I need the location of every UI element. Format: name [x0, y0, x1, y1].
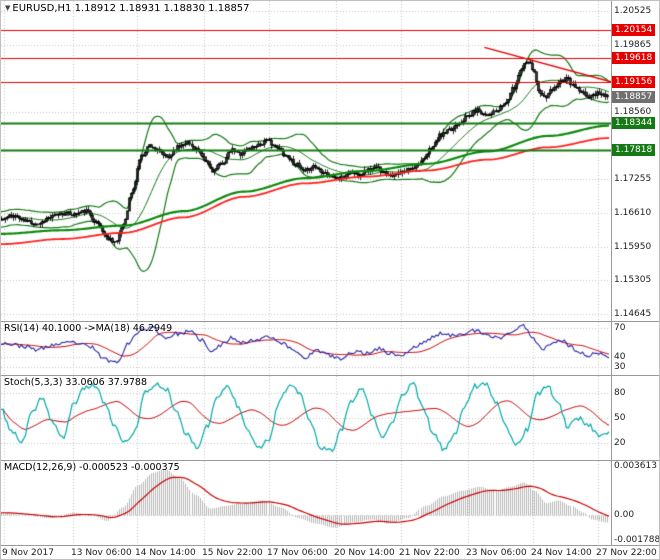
price-axis-tick: 1.18560 — [614, 107, 652, 117]
macd-axis-tick: 0.003613 — [614, 461, 657, 471]
stochastic-axis-tick: 80 — [614, 388, 626, 398]
stochastic-axis-tick: 20 — [614, 438, 626, 448]
current-price-badge: 1.18857 — [612, 91, 656, 103]
price-level-badge: 1.17818 — [612, 144, 656, 156]
x-axis-label: 13 Nov 06:00 — [71, 548, 132, 558]
price-axis-tick: 1.15950 — [614, 242, 652, 252]
x-axis-label: 20 Nov 14:00 — [334, 548, 395, 558]
chart-title: ▼ EURUSD,H1 1.18912 1.18931 1.18830 1.188… — [5, 3, 250, 14]
x-axis-label: 15 Nov 22:00 — [202, 548, 263, 558]
price-axis-tick: 1.20525 — [614, 6, 652, 16]
rsi-title: RSI(14) 40.1000 ->MA(18) 46.2949 — [4, 323, 173, 334]
price-level-badge: 1.18344 — [612, 117, 656, 129]
price-axis-tick: 1.15305 — [614, 275, 652, 285]
rsi-chart-canvas[interactable] — [1, 322, 611, 375]
macd-axis-tick: 0.00 — [614, 510, 635, 520]
axis-separator — [1, 545, 659, 546]
stochastic-axis-tick: 50 — [614, 413, 626, 423]
symbol-marker-icon: ▼ — [5, 4, 11, 12]
x-axis-label: 24 Nov 14:00 — [531, 548, 592, 558]
macd-title: MACD(12,26,9) -0.000523 -0.000375 — [4, 462, 180, 473]
price-level-badge: 1.20154 — [612, 24, 656, 36]
price-level-badge: 1.19618 — [612, 52, 656, 64]
x-axis-label: 23 Nov 06:00 — [466, 548, 527, 558]
price-axis-tick: 1.16610 — [614, 208, 652, 218]
price-axis-tick: 1.14645 — [614, 309, 652, 319]
price-level-badge: 1.19156 — [612, 76, 656, 88]
rsi-axis-tick: 30 — [614, 362, 626, 372]
panel-separator — [1, 375, 659, 376]
x-axis-label: 9 Nov 2017 — [2, 548, 54, 558]
rsi-axis-tick: 70 — [614, 323, 626, 333]
x-axis-label: 21 Nov 22:00 — [399, 548, 460, 558]
x-axis-label: 27 Nov 22:00 — [596, 548, 657, 558]
macd-chart-canvas[interactable] — [1, 461, 611, 545]
price-chart-canvas[interactable] — [1, 1, 611, 321]
chart-title-text: EURUSD,H1 1.18912 1.18931 1.18830 1.1885… — [12, 3, 250, 14]
x-axis-label: 17 Nov 06:00 — [267, 548, 328, 558]
panel-separator — [1, 321, 659, 322]
price-axis-tick: 1.19865 — [614, 40, 652, 50]
price-axis-separator — [611, 1, 612, 545]
rsi-axis-tick: 40 — [614, 352, 626, 362]
stochastic-title: Stoch(5,3,3) 33.0606 37.9788 — [4, 377, 148, 388]
stochastic-chart-canvas[interactable] — [1, 376, 611, 460]
price-axis-tick: 1.17255 — [614, 174, 652, 184]
panel-separator — [1, 460, 659, 461]
x-axis-label: 14 Nov 14:00 — [135, 548, 196, 558]
